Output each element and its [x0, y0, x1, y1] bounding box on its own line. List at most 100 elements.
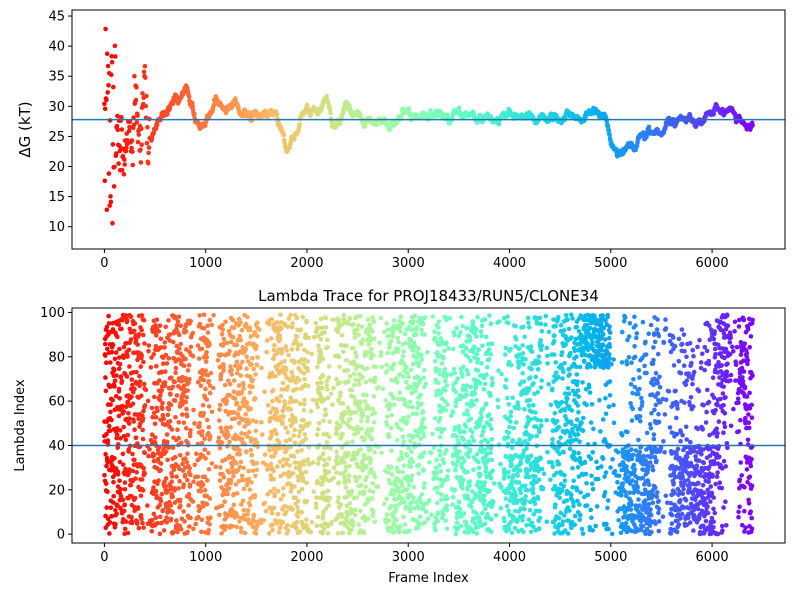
- lambda-point: [323, 407, 328, 413]
- lambda-point: [331, 465, 337, 471]
- lambda-point: [104, 505, 109, 510]
- lambda-point: [223, 319, 228, 325]
- lambda-point: [419, 327, 424, 333]
- lambda-point: [303, 332, 308, 337]
- lambda-point: [306, 335, 312, 341]
- lambda-point: [419, 357, 425, 362]
- lambda-point: [177, 497, 183, 503]
- lambda-point: [108, 402, 113, 407]
- lambda-point: [113, 350, 119, 355]
- lambda-point: [505, 435, 511, 440]
- lambda-point: [296, 433, 302, 439]
- lambda-point: [535, 366, 541, 372]
- lambda-point: [194, 451, 199, 457]
- lambda-point: [422, 425, 428, 430]
- lambda-point: [523, 357, 528, 362]
- lambda-point: [353, 350, 358, 355]
- lambda-point: [458, 330, 463, 335]
- lambda-point: [325, 344, 330, 350]
- lambda-point: [108, 505, 114, 511]
- lambda-point: [244, 321, 249, 327]
- delta-g-point: [229, 105, 235, 110]
- lambda-point: [373, 364, 379, 370]
- lambda-point: [245, 314, 250, 320]
- lambda-point: [204, 354, 209, 360]
- lambda-point: [315, 461, 321, 466]
- lambda-point: [195, 474, 201, 480]
- lambda-point: [396, 339, 401, 345]
- lambda-point: [240, 498, 246, 504]
- lambda-panel: Lambda Trace for PROJ18433/RUN5/CLONE34 …: [13, 287, 786, 586]
- lambda-point: [247, 487, 253, 492]
- lambda-point: [119, 378, 125, 384]
- lambda-point: [454, 325, 459, 331]
- lambda-point: [102, 341, 108, 347]
- lambda-point: [168, 402, 174, 408]
- lambda-point: [416, 471, 422, 476]
- lambda-point: [169, 479, 174, 485]
- lambda-point: [444, 383, 450, 388]
- lambda-point: [159, 491, 165, 497]
- lambda-point: [141, 332, 146, 338]
- lambda-point: [475, 314, 480, 320]
- lambda-point: [325, 337, 330, 343]
- lambda-point: [238, 320, 243, 325]
- lambda-point: [388, 503, 394, 509]
- lambda-point: [164, 361, 170, 366]
- lambda-point: [316, 421, 322, 426]
- lambda-point: [384, 362, 389, 368]
- lambda-point: [467, 483, 472, 488]
- lambda-point: [305, 368, 311, 374]
- lambda-point: [207, 433, 213, 439]
- lambda-point: [219, 531, 224, 536]
- lambda-point: [142, 341, 147, 346]
- lambda-point: [526, 320, 531, 326]
- delta-g-point: [129, 145, 134, 151]
- delta-g-point: [606, 128, 612, 133]
- lambda-point: [121, 409, 127, 414]
- lambda-point: [343, 468, 348, 474]
- delta-g-point: [106, 171, 112, 176]
- lambda-point: [218, 465, 223, 470]
- lambda-point: [321, 490, 327, 495]
- lambda-point: [326, 503, 332, 508]
- lambda-point: [147, 447, 152, 452]
- lambda-point: [247, 390, 253, 395]
- lambda-point: [488, 476, 494, 481]
- lambda-point: [119, 317, 125, 323]
- lambda-point: [302, 397, 307, 403]
- lambda-point: [116, 366, 122, 372]
- lambda-point: [257, 327, 262, 332]
- lambda-point: [241, 465, 246, 471]
- lambda-point: [263, 508, 269, 514]
- lambda-point: [504, 377, 509, 383]
- lambda-point: [200, 429, 205, 434]
- lambda-point: [122, 487, 128, 492]
- lambda-point: [351, 394, 357, 400]
- lambda-point: [278, 326, 284, 332]
- lambda-point: [188, 515, 193, 521]
- lambda-point: [103, 388, 109, 394]
- lambda-point: [515, 473, 520, 478]
- lambda-point: [402, 522, 408, 527]
- lambda-point: [335, 530, 341, 536]
- lambda-point: [188, 472, 193, 478]
- lambda-point: [272, 486, 277, 492]
- lambda-point: [230, 524, 235, 529]
- lambda-point: [107, 531, 112, 536]
- y-tick-label: 10: [48, 220, 65, 235]
- lambda-point: [288, 312, 293, 318]
- lambda-point: [406, 414, 411, 420]
- lambda-point: [422, 332, 428, 337]
- lambda-point: [278, 312, 283, 318]
- lambda-point: [352, 456, 358, 462]
- delta-g-point: [138, 147, 143, 152]
- lambda-point: [407, 483, 412, 488]
- lambda-point: [183, 376, 188, 381]
- lambda-point: [544, 417, 549, 423]
- lambda-point: [437, 415, 443, 421]
- lambda-point: [368, 457, 374, 463]
- lambda-point: [139, 353, 145, 358]
- lambda-point: [452, 333, 457, 338]
- lambda-point: [119, 326, 124, 332]
